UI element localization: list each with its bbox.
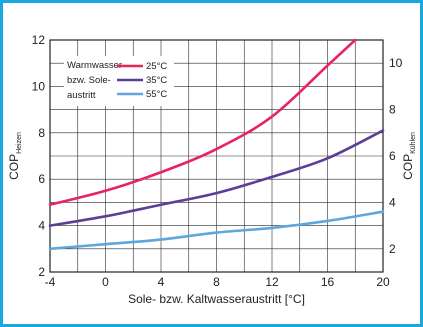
y-tick-label-left: 6 [38,172,45,186]
legend: Warmwasser- bzw. Sole- austritt 25°C 35°… [64,56,174,106]
x-tick-label: 8 [213,275,220,289]
y-axis-label-right: COPKühlen [401,132,417,180]
y-tick-label-left: 2 [38,265,45,279]
y-tick-label-right: 10 [389,56,403,70]
legend-label-55: 55°C [146,89,167,100]
y-tick-labels-right: 2 4 6 8 10 [389,56,403,256]
y-axis-label-right-sub: Kühlen [410,132,417,154]
x-tick-label: 4 [158,275,165,289]
legend-label-25: 25°C [146,61,167,72]
x-tick-label: -4 [45,275,56,289]
y-tick-label-left: 4 [38,219,45,233]
series-line-1 [48,129,385,227]
x-tick-labels: -4 0 4 8 12 16 20 [45,275,390,289]
plot-border [49,39,384,273]
y-tick-label-left: 12 [32,33,46,47]
y-axis-label-left-sub: Heizen [16,132,23,154]
y-tick-label-right: 2 [389,242,396,256]
legend-label-35: 35°C [146,75,167,86]
y-tick-label-left: 8 [38,126,45,140]
legend-title-line-1: Warmwasser- [67,60,125,71]
y-tick-labels-left: 2 4 6 8 10 12 [32,33,46,279]
y-tick-label-right: 4 [389,195,396,209]
series-line-0 [48,38,357,207]
y-axis-label-left: COPHeizen [7,132,23,180]
series-line-2 [48,210,385,251]
y-axis-label-right-main: COP [401,154,415,180]
legend-title-line-3: austritt [67,90,96,101]
y-tick-label-left: 10 [32,79,46,93]
y-tick-label-right: 8 [389,103,396,117]
series-layer [48,38,385,251]
x-tick-label: 0 [102,275,109,289]
legend-title-line-2: bzw. Sole- [67,75,111,86]
y-tick-label-right: 6 [389,149,396,163]
x-tick-label: 20 [376,275,390,289]
x-axis-label: Sole- bzw. Kaltwasseraustritt [°C] [128,292,305,306]
x-tick-label: 16 [321,275,335,289]
y-axis-label-left-main: COP [7,154,21,180]
x-tick-label: 12 [265,275,279,289]
